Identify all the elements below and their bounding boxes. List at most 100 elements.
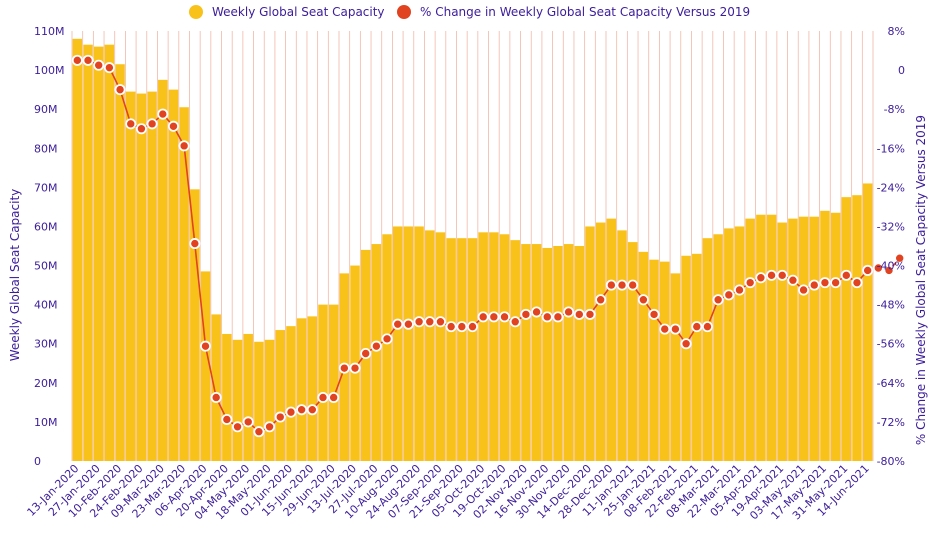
line-point-69: [808, 279, 820, 291]
line-point-43: [531, 306, 543, 318]
y2-tick-label: -40%: [877, 260, 905, 273]
bar-1: [83, 44, 93, 461]
line-point-44: [541, 311, 553, 323]
bar-67: [788, 218, 798, 461]
line-point-30: [392, 318, 404, 330]
bar-61: [724, 228, 734, 461]
bar-58: [692, 253, 702, 461]
bar-47: [574, 246, 585, 461]
bar-8: [158, 79, 168, 461]
bar-54: [649, 259, 659, 461]
bar-45: [553, 246, 563, 461]
bar-55: [660, 261, 670, 461]
bar-53: [638, 251, 649, 461]
bar-21: [296, 318, 307, 461]
line-point-25: [338, 362, 350, 374]
bar-32: [414, 226, 424, 461]
line-point-36: [456, 321, 468, 333]
line-point-14: [221, 413, 233, 425]
y-tick-label: 80M: [34, 142, 58, 155]
line-point-38: [477, 311, 489, 323]
line-point-37: [466, 321, 478, 333]
line-point-3: [103, 62, 115, 74]
x-axis-ticks: 13-Jan-202027-Jan-202010-Feb-202024-Feb-…: [24, 462, 871, 522]
line-point-77: [894, 252, 906, 264]
y2-tick-label: -64%: [877, 377, 905, 390]
bar-23: [318, 304, 328, 461]
bar-29: [382, 234, 392, 461]
bar-3: [104, 44, 115, 461]
line-point-28: [370, 340, 382, 352]
line-point-6: [135, 123, 147, 135]
bar-74: [862, 183, 873, 462]
line-point-68: [798, 284, 810, 296]
bar-63: [745, 218, 755, 461]
line-point-29: [381, 333, 393, 345]
bar-0: [72, 38, 83, 462]
line-point-65: [766, 269, 778, 281]
bar-30: [393, 226, 403, 461]
line-point-52: [627, 279, 639, 291]
line-point-63: [744, 277, 756, 289]
bar-48: [585, 226, 595, 461]
line-point-46: [563, 306, 575, 318]
bar-4: [115, 64, 125, 462]
bar-72: [841, 197, 852, 462]
line-point-48: [584, 308, 596, 320]
line-point-62: [734, 284, 746, 296]
left-axis-title: Weekly Global Seat Capacity: [8, 189, 22, 362]
y-tick-label: 100M: [34, 64, 65, 77]
y-tick-label: 110M: [34, 25, 65, 38]
line-point-42: [520, 308, 532, 320]
line-point-73: [851, 277, 863, 289]
line-point-0: [71, 54, 83, 66]
bar-62: [734, 226, 745, 461]
y2-tick-label: -72%: [877, 416, 905, 429]
y2-tick-label: -16%: [877, 142, 905, 155]
line-point-11: [189, 238, 201, 250]
bar-64: [756, 214, 766, 461]
legend-label-capacity: Weekly Global Seat Capacity: [212, 5, 385, 19]
bar-42: [521, 244, 531, 461]
bar-19: [275, 330, 285, 461]
bar-36: [457, 238, 467, 461]
bar-49: [595, 222, 606, 461]
line-point-19: [274, 411, 286, 423]
right-axis-title: % Change in Weekly Global Seat Capacity …: [914, 115, 928, 445]
bar-66: [777, 222, 787, 461]
bar-22: [307, 316, 318, 461]
y2-tick-label: 8%: [888, 25, 905, 38]
line-point-45: [552, 311, 564, 323]
line-point-26: [349, 362, 361, 374]
bar-69: [809, 216, 819, 461]
line-point-58: [691, 321, 703, 333]
line-point-76: [883, 264, 895, 276]
bar-35: [446, 238, 456, 461]
line-point-47: [573, 308, 585, 320]
line-point-24: [328, 391, 340, 403]
gridlines: [71, 31, 874, 461]
line-point-39: [488, 311, 500, 323]
line-point-21: [296, 404, 308, 416]
bar-52: [627, 242, 638, 461]
bar-series: [72, 38, 873, 462]
y2-tick-label: -48%: [877, 299, 905, 312]
line-point-17: [253, 426, 265, 438]
line-point-34: [434, 316, 446, 328]
y2-tick-label: 0: [898, 64, 905, 77]
line-point-72: [840, 269, 852, 281]
y-tick-label: 50M: [34, 260, 58, 273]
line-point-8: [157, 108, 169, 120]
bar-24: [328, 304, 339, 461]
bar-68: [798, 216, 809, 461]
bar-43: [531, 244, 542, 461]
line-point-12: [199, 340, 211, 352]
line-point-75: [872, 262, 884, 274]
line-point-2: [93, 59, 105, 71]
bar-60: [713, 234, 723, 461]
bar-59: [702, 238, 713, 461]
line-point-70: [819, 277, 831, 289]
legend: Weekly Global Seat Capacity % Change in …: [189, 5, 750, 19]
line-point-74: [862, 264, 874, 276]
line-point-9: [167, 120, 179, 132]
